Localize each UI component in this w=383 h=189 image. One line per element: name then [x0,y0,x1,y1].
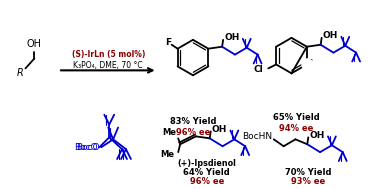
Text: F: F [165,38,171,47]
Text: R: R [17,68,24,78]
Text: OH: OH [224,33,239,42]
Text: OH: OH [27,39,42,49]
Text: 65% Yield: 65% Yield [273,113,320,122]
Text: (S)-IrLn (5 mol%): (S)-IrLn (5 mol%) [72,50,145,59]
Text: 94% ee: 94% ee [279,124,314,133]
Text: (+)-Ipsdienol: (+)-Ipsdienol [177,160,236,168]
Text: 83% Yield: 83% Yield [170,117,216,126]
Text: 64% Yield: 64% Yield [183,168,230,177]
Text: OH: OH [212,125,227,134]
Text: OH: OH [309,131,325,140]
Text: BocHN: BocHN [242,132,272,141]
Text: 93% ee: 93% ee [291,177,326,186]
Text: Cl: Cl [254,65,264,74]
Text: N: N [304,60,312,69]
Text: 96% ee: 96% ee [190,177,224,186]
Text: 70% Yield: 70% Yield [285,168,332,177]
Text: BocO: BocO [76,143,99,152]
Text: K₃PO₄, DME, 70 °C: K₃PO₄, DME, 70 °C [74,61,143,70]
Text: Me: Me [160,150,174,159]
Text: Me: Me [162,128,176,137]
Text: 96% ee: 96% ee [176,128,210,137]
Text: OH: OH [322,31,338,40]
Text: BocO: BocO [74,143,97,152]
